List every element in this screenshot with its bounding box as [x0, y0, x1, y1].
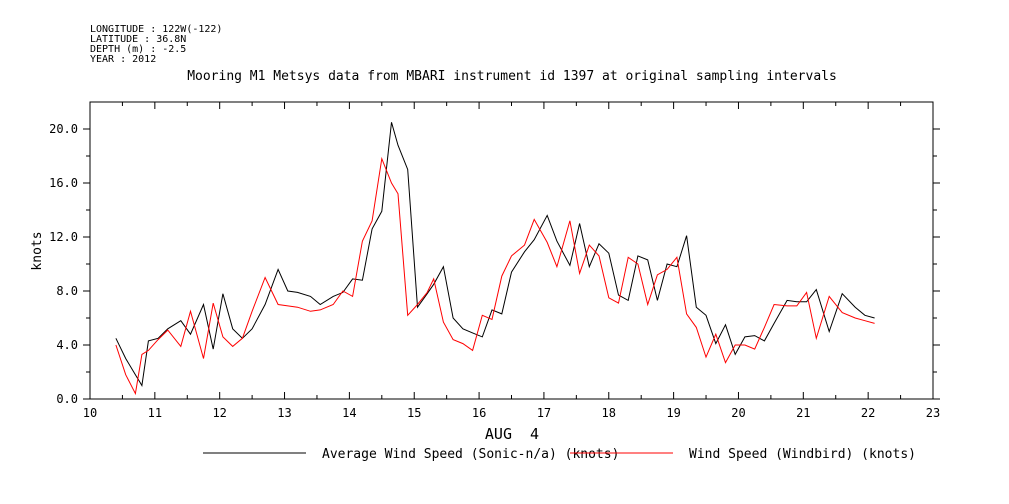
x-tick-label: 15 — [407, 406, 421, 420]
plot-frame — [89, 101, 934, 400]
y-tick-label: 4.0 — [56, 338, 78, 352]
legend-label-windbird-wind-speed: Wind Speed (Windbird) (knots) — [689, 447, 916, 462]
x-tick-label: 14 — [342, 406, 356, 420]
x-tick-label: 23 — [926, 406, 940, 420]
x-tick-label: 10 — [83, 406, 97, 420]
x-tick-label: 17 — [537, 406, 551, 420]
y-tick-label: 20.0 — [49, 122, 78, 136]
y-axis-label: knots — [30, 231, 45, 270]
x-tick-label: 12 — [212, 406, 226, 420]
chart-title: Mooring M1 Metsys data from MBARI instru… — [187, 69, 837, 84]
series-line-average-wind-speed — [115, 122, 875, 387]
y-axis-ticks: 0.0 4.0 8.0 12.0 16.0 20.0 — [49, 122, 940, 406]
x-axis-label: AUG 4 — [485, 425, 539, 443]
legend-label-average-wind-speed: Average Wind Speed (Sonic-n/a) (knots) — [322, 447, 619, 462]
x-axis-ticks: 10 11 12 13 14 15 16 17 18 19 20 21 22 23 — [83, 102, 940, 420]
legend: Average Wind Speed (Sonic-n/a) (knots) W… — [203, 447, 916, 462]
y-tick-label: 16.0 — [49, 176, 78, 190]
x-tick-label: 11 — [148, 406, 162, 420]
y-tick-label: 8.0 — [56, 284, 78, 298]
x-tick-label: 19 — [666, 406, 680, 420]
series-line-windbird-wind-speed — [115, 156, 875, 396]
latitude-label: LATITUDE : 36.8N — [90, 34, 186, 45]
x-tick-label: 20 — [731, 406, 745, 420]
x-tick-label: 16 — [472, 406, 486, 420]
x-tick-label: 22 — [861, 406, 875, 420]
y-tick-label: 0.0 — [56, 392, 78, 406]
x-tick-label: 13 — [277, 406, 291, 420]
series-lines — [115, 122, 875, 396]
metadata-header: LONGITUDE : 122W(-122) LATITUDE : 36.8N … — [90, 24, 222, 65]
x-tick-label: 18 — [602, 406, 616, 420]
year-label: YEAR : 2012 — [90, 54, 156, 65]
longitude-label: LONGITUDE : 122W(-122) — [90, 24, 222, 35]
depth-label: DEPTH (m) : -2.5 — [90, 44, 186, 55]
y-tick-label: 12.0 — [49, 230, 78, 244]
x-tick-label: 21 — [796, 406, 810, 420]
